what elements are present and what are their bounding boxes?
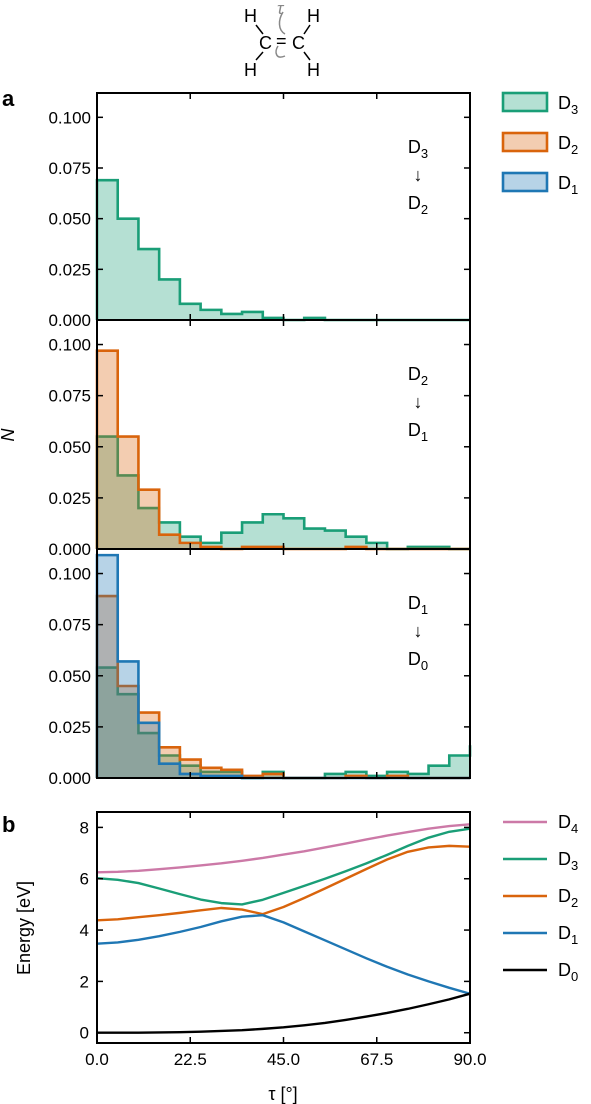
energy-xtick-label: 67.5 <box>360 1050 393 1069</box>
energy-ytick-label: 4 <box>80 921 89 940</box>
legend-energy: D4 D3 D2 D1 D0 <box>503 812 578 984</box>
atom-h2: H <box>244 60 257 80</box>
hist-ytick-label: 0.000 <box>48 311 91 330</box>
hist-ytick-label: 0.025 <box>48 489 91 508</box>
histogram-subplot-2: 0.000 0.025 0.050 0.075 0.100 D2 ↓ D1 <box>48 319 471 559</box>
histogram-panels: 0.000 0.025 0.050 0.075 0.100 D3 ↓ D2 0.000 0.025… <box>48 92 472 788</box>
histogram-subplot-3: 0.000 0.025 0.050 0.075 0.100 D1 ↓ D0 <box>48 548 472 788</box>
energy-xlabel: τ [°] <box>268 1084 297 1104</box>
legend-histogram: D3 D2 D1 <box>501 91 578 197</box>
transition-arrow-icon: ↓ <box>414 392 423 412</box>
ethylene-molecule: H H C C H H = τ <box>244 0 320 80</box>
energy-ytick-label: 6 <box>80 870 89 889</box>
transition-from-label: D2 <box>408 364 428 388</box>
energy-ylabel: Energy [eV] <box>14 881 34 975</box>
energy-line-d1 <box>96 913 471 995</box>
transition-arrow-icon: ↓ <box>414 165 423 185</box>
energy-line-d2 <box>96 844 471 922</box>
legend-label-d0: D0 <box>558 960 578 984</box>
energy-line-d0 <box>97 992 471 1034</box>
hist-step-d2 <box>95 594 470 780</box>
transition-from-label: D1 <box>408 593 428 617</box>
atom-h3: H <box>307 6 320 26</box>
energy-line-d3 <box>96 827 471 906</box>
hist-fill-d3 <box>97 436 470 549</box>
hist-ytick-label: 0.075 <box>48 159 91 178</box>
hist-ytick-label: 0.050 <box>48 210 91 229</box>
panel-label-b: b <box>2 812 15 837</box>
hist-ytick-label: 0.025 <box>48 260 91 279</box>
hist-ytick-label: 0.000 <box>48 540 91 559</box>
legend-label-d3: D3 <box>558 93 578 117</box>
torsion-label: τ <box>277 0 285 18</box>
atom-h1: H <box>244 6 257 26</box>
hist-ytick-label: 0.075 <box>48 616 91 635</box>
energy-ytick-label: 2 <box>80 972 89 991</box>
energy-line-d4 <box>96 823 471 874</box>
transition-to-label: D2 <box>408 193 428 217</box>
bond-c2-h4 <box>303 51 311 61</box>
hist-ytick-label: 0.075 <box>48 387 91 406</box>
energy-xtick-label: 22.5 <box>174 1050 207 1069</box>
legend-label-d4: D4 <box>558 812 578 836</box>
panel-label-a: a <box>2 86 15 111</box>
transition-arrow-icon: ↓ <box>414 621 423 641</box>
hist-ytick-label: 0.100 <box>48 336 91 355</box>
bond-h1-c1 <box>255 24 264 35</box>
transition-to-label: D0 <box>408 649 428 673</box>
atom-c1: C <box>259 33 272 53</box>
hist-ytick-label: 0.100 <box>48 108 91 127</box>
hist-ytick-label: 0.050 <box>48 667 91 686</box>
hist-fill-d1 <box>97 555 470 778</box>
energy-xtick-label: 45.0 <box>267 1050 300 1069</box>
hist-fill-d3 <box>97 180 470 320</box>
hist-ytick-label: 0.100 <box>48 565 91 584</box>
bond-c2-h3 <box>303 24 311 35</box>
transition-from-label: D3 <box>408 137 428 161</box>
energy-xtick-label: 90.0 <box>453 1050 486 1069</box>
energy-panel: 0 2 4 6 8 0.0 22.5 45.0 67.5 90.0 <box>80 811 487 1069</box>
histogram-subplot-1: 0.000 0.025 0.050 0.075 0.100 D3 ↓ D2 <box>48 92 471 330</box>
bond-h2-c1 <box>255 51 264 61</box>
atom-h4: H <box>307 60 320 80</box>
legend-label-d2: D2 <box>558 886 578 910</box>
legend-swatch-d2 <box>501 131 549 153</box>
hist-fill-d2 <box>97 596 470 778</box>
transition-to-label: D1 <box>408 420 428 444</box>
torsion-arrow-icon <box>275 11 286 58</box>
legend-label-d1: D1 <box>558 173 578 197</box>
hist-ylabel: N <box>0 428 18 442</box>
legend-label-d1: D1 <box>558 923 578 947</box>
energy-ytick-label: 8 <box>80 818 89 837</box>
legend-label-d3: D3 <box>558 849 578 873</box>
hist-ytick-label: 0.000 <box>48 769 91 788</box>
double-bond: = <box>276 31 287 51</box>
energy-ytick-label: 0 <box>80 1024 89 1043</box>
legend-swatch-d1 <box>501 171 549 193</box>
legend-label-d2: D2 <box>558 133 578 157</box>
hist-ytick-label: 0.050 <box>48 438 91 457</box>
hist-ytick-label: 0.025 <box>48 718 91 737</box>
legend-swatch-d3 <box>501 91 549 113</box>
atom-c2: C <box>292 33 305 53</box>
energy-xtick-label: 0.0 <box>85 1050 109 1069</box>
hist-fill-d2 <box>97 350 470 549</box>
